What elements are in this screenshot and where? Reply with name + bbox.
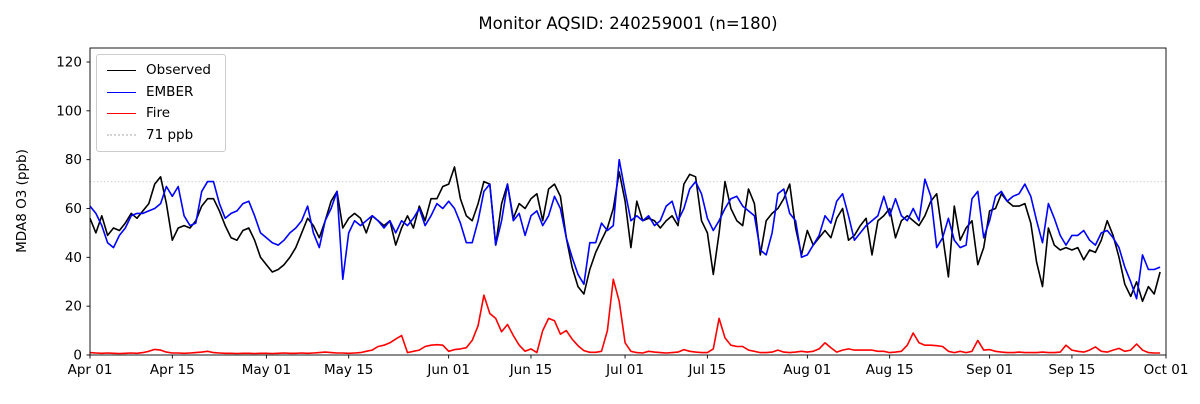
x-tick-label: Aug 01 [783,362,831,378]
series-line-fire [89,278,1161,355]
chart-title: Monitor AQSID: 240259001 (n=180) [478,14,778,33]
x-tick-label: Jun 01 [426,362,470,378]
x-tick-label: May 01 [242,362,291,378]
x-tick-label: Sep 01 [966,362,1013,378]
x-tick-label: Jul 01 [605,362,644,378]
y-tick-label: 60 [65,201,82,217]
y-tick-label: 80 [65,152,82,168]
y-tick-label: 120 [56,55,82,71]
axes-spines [89,47,1167,356]
legend-label: Observed [146,62,211,78]
threshold-line-swatch [107,134,136,137]
x-tick-label: Jun 15 [509,362,553,378]
y-tick-label: 100 [56,103,82,119]
legend-label: 71 ppb [146,126,194,143]
legend-item-fire: Fire [99,103,219,125]
series-line-observed [89,166,1161,303]
y-tick-label: 40 [65,250,82,266]
series-line-ember [89,158,1161,300]
x-tick-label: May 15 [324,362,373,378]
x-tick-label: Aug 15 [866,362,914,378]
legend-item-observed: Observed [99,60,219,82]
y-tick-label: 0 [73,348,82,364]
legend-label: EMBER [146,83,194,100]
legend-item-ember: EMBER [99,82,219,104]
fire-line-swatch [107,113,136,115]
legend-label: Fire [146,105,171,121]
x-tick-label: Apr 15 [150,362,195,378]
legend-item-71ppb: 71 ppb [99,125,219,147]
observed-line-swatch [107,70,136,72]
legend: Observed EMBER Fire 71 ppb [96,54,226,152]
x-tick-label: Oct 01 [1144,362,1189,378]
y-axis-label: MDA8 O3 (ppb) [14,149,30,253]
x-tick-label: Apr 01 [68,362,113,378]
ember-line-swatch [107,91,136,93]
x-tick-label: Jul 15 [687,362,726,378]
y-tick-label: 20 [65,299,82,315]
x-tick-label: Sep 15 [1048,362,1095,378]
